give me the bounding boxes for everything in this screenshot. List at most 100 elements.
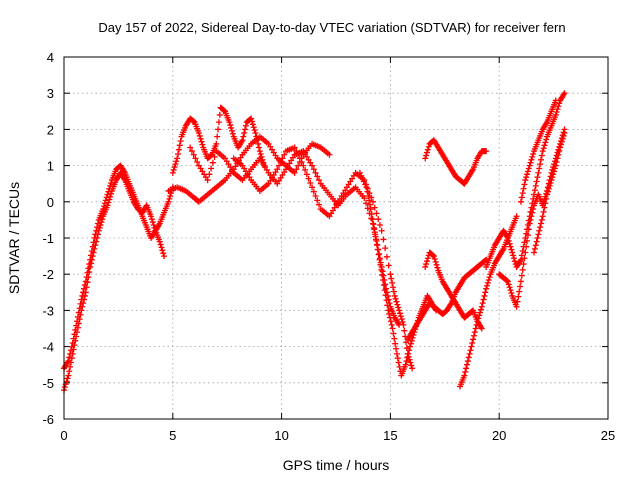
data-point — [530, 151, 537, 158]
data-point — [81, 285, 88, 292]
data-point — [560, 132, 567, 139]
data-point — [105, 188, 112, 195]
data-point — [239, 137, 246, 144]
data-point — [376, 221, 383, 228]
data-point — [158, 244, 165, 251]
data-point — [475, 315, 482, 322]
data-point — [309, 184, 316, 191]
series-track-10 — [422, 137, 490, 187]
data-point — [470, 336, 477, 343]
data-point — [148, 213, 155, 220]
data-point — [406, 343, 413, 350]
data-point — [510, 252, 517, 259]
data-point — [558, 138, 565, 145]
data-point — [529, 153, 536, 160]
data-point — [375, 216, 382, 223]
data-point — [61, 384, 68, 391]
data-point — [393, 298, 400, 305]
data-point — [67, 350, 74, 357]
data-point — [161, 253, 168, 260]
data-point — [513, 303, 520, 310]
data-point — [479, 300, 486, 307]
data-point — [396, 310, 403, 317]
data-point — [385, 307, 392, 314]
data-point — [171, 164, 178, 171]
data-point — [376, 256, 383, 263]
data-point — [281, 151, 288, 158]
data-point — [394, 355, 401, 362]
data-point — [174, 155, 181, 162]
data-point — [463, 361, 470, 368]
data-point — [326, 151, 333, 158]
series-track-5 — [187, 144, 403, 328]
data-point — [482, 289, 489, 296]
data-point — [359, 175, 366, 182]
data-point — [371, 226, 378, 233]
y-tick-label: 1 — [47, 159, 54, 174]
data-point — [82, 278, 89, 285]
data-point — [156, 238, 163, 245]
data-point — [67, 363, 74, 370]
data-point — [463, 365, 470, 372]
data-point — [478, 325, 485, 332]
data-point — [534, 235, 541, 241]
data-point — [65, 372, 72, 379]
data-point — [365, 193, 372, 200]
y-tick-label: 0 — [47, 195, 54, 210]
data-point — [423, 258, 430, 265]
data-point — [66, 368, 73, 375]
x-axis-label: GPS time / hours — [283, 457, 390, 473]
data-point — [295, 162, 302, 169]
x-tick-label: 10 — [274, 428, 288, 443]
data-point — [539, 148, 546, 155]
data-point — [525, 226, 532, 233]
data-point — [100, 206, 107, 213]
data-point — [550, 171, 557, 178]
data-point — [385, 262, 392, 269]
data-point — [517, 283, 524, 290]
data-point — [249, 118, 256, 125]
data-point — [309, 162, 316, 169]
data-point — [74, 313, 81, 320]
data-point — [407, 359, 414, 366]
data-point — [167, 193, 174, 200]
data-point — [252, 130, 259, 137]
data-point — [74, 318, 81, 325]
data-point — [92, 231, 99, 238]
data-point — [530, 206, 537, 213]
data-point — [241, 130, 248, 137]
data-point — [521, 255, 528, 262]
data-point — [524, 168, 531, 175]
data-point — [535, 169, 542, 176]
data-point — [528, 213, 535, 220]
data-point — [509, 249, 516, 256]
data-point — [149, 219, 156, 226]
data-point — [474, 318, 481, 325]
data-point — [305, 175, 312, 182]
data-point — [408, 362, 415, 369]
data-point — [81, 282, 88, 289]
data-point — [242, 126, 249, 133]
data-point — [257, 151, 264, 158]
data-point — [215, 126, 222, 133]
data-point — [477, 306, 484, 313]
data-point — [483, 148, 490, 155]
data-point — [255, 140, 262, 147]
y-tick-label: 3 — [47, 86, 54, 101]
data-point — [91, 235, 98, 241]
data-point — [298, 158, 305, 165]
data-point — [433, 261, 440, 268]
data-point — [430, 252, 437, 259]
data-point — [215, 119, 222, 126]
data-point — [399, 318, 406, 325]
data-point — [256, 148, 263, 155]
data-point — [390, 284, 397, 291]
data-point — [397, 313, 404, 320]
data-point — [431, 255, 438, 262]
data-point — [543, 136, 550, 143]
data-point — [480, 296, 487, 303]
data-point — [187, 144, 194, 151]
data-point — [169, 169, 176, 176]
data-point — [556, 100, 563, 107]
data-point — [526, 220, 533, 227]
